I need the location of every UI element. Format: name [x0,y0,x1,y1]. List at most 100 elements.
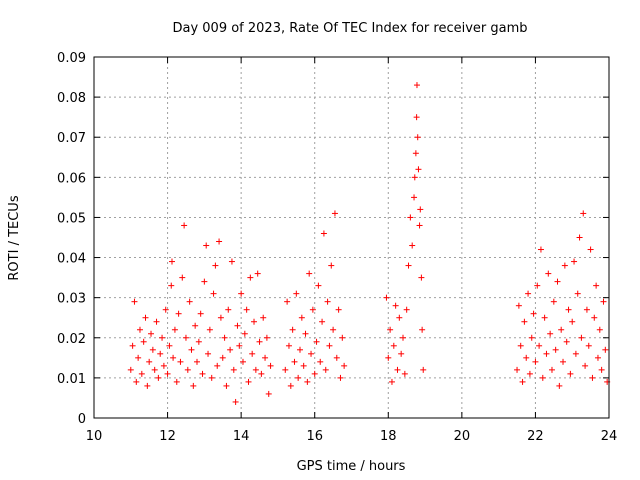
data-point [267,362,274,369]
data-point [238,290,245,297]
data-point [514,366,521,373]
data-point [582,362,589,369]
data-point [536,342,543,349]
data-point [565,306,572,313]
data-point [181,222,188,229]
data-point [525,290,532,297]
data-point [129,342,136,349]
data-point [131,298,138,305]
data-point [162,306,169,313]
data-point [600,298,607,305]
data-point [405,262,412,269]
data-point [234,322,241,329]
data-point [239,358,246,365]
data-point [208,374,215,381]
data-point [249,350,256,357]
data-point [337,374,344,381]
data-point [587,246,594,253]
data-point [313,338,320,345]
data-point [228,258,235,265]
data-point [173,378,180,385]
data-point [414,134,421,141]
data-point [602,346,609,353]
data-point [580,210,587,217]
data-point [245,378,252,385]
data-point [331,210,338,217]
data-point [394,366,401,373]
data-point [168,258,175,265]
axis-ticks [93,56,610,419]
data-point [300,362,307,369]
data-points [127,82,611,405]
data-point [179,274,186,281]
data-point [567,370,574,377]
data-point [289,326,296,333]
data-point [411,174,418,181]
data-point [560,358,567,365]
data-point [415,166,422,173]
y-tick-labels: 0 0.01 0.02 0.03 0.04 0.05 0.06 0.07 0.08 0.09 [57,51,86,427]
data-point [135,354,142,361]
data-point [574,290,581,297]
data-point [309,306,316,313]
x-tick-label: 16 [306,429,323,444]
data-point [571,258,578,265]
data-point [157,350,164,357]
data-point [230,366,237,373]
data-point [195,338,202,345]
data-point [328,262,335,269]
data-point [392,302,399,309]
data-point [569,318,576,325]
data-point [205,350,212,357]
data-point [190,382,197,389]
data-point [521,318,528,325]
data-point [170,354,177,361]
data-point [254,270,261,277]
data-point [385,354,392,361]
data-point [561,262,568,269]
data-point [545,270,552,277]
y-tick-label: 0.03 [57,292,86,307]
data-point [306,270,313,277]
data-point [225,306,232,313]
data-point [591,314,598,321]
data-point [236,342,243,349]
data-point [197,310,204,317]
y-tick-label: 0.04 [57,252,86,267]
data-point [285,342,292,349]
data-point [420,366,427,373]
data-point [133,378,140,385]
data-point [192,322,199,329]
data-point [146,358,153,365]
data-point [556,382,563,389]
data-point [219,354,226,361]
data-point [315,282,322,289]
x-tick-label: 10 [86,429,103,444]
data-point [166,342,173,349]
data-point [390,342,397,349]
data-point [543,350,550,357]
x-tick-labels: 10 12 14 16 18 20 22 24 [86,429,618,444]
data-point [184,366,191,373]
x-tick-label: 12 [159,429,176,444]
data-point [532,358,539,365]
data-point [308,350,315,357]
data-point [517,342,524,349]
data-point [519,378,526,385]
data-point [251,318,258,325]
data-point [164,370,171,377]
data-point [252,366,259,373]
data-point [539,374,546,381]
data-point [552,346,559,353]
data-point [297,346,303,353]
y-tick-label: 0.02 [57,332,86,347]
data-point [149,346,156,353]
y-tick-label: 0.07 [57,131,86,146]
data-point [319,318,326,325]
data-point [142,314,149,321]
data-point [383,294,390,301]
data-point [216,238,223,245]
data-point [221,334,228,341]
data-point [241,330,248,337]
